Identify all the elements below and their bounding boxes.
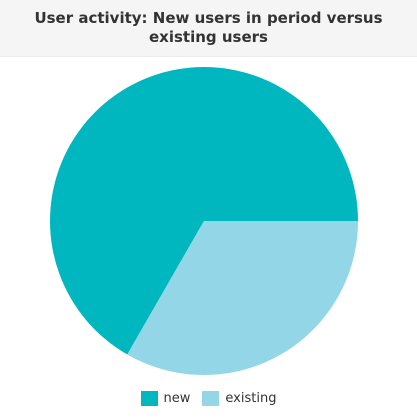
legend-item-new[interactable]: new: [140, 390, 191, 406]
legend-label-new: new: [163, 390, 191, 406]
legend-item-existing[interactable]: existing: [202, 390, 277, 406]
chart-header: User activity: New users in period versu…: [0, 0, 417, 57]
chart-legend: new existing: [0, 387, 417, 409]
legend-label-existing: existing: [225, 390, 277, 406]
legend-swatch-new: [140, 390, 158, 406]
legend-swatch-existing: [202, 390, 220, 406]
chart-title: User activity: New users in period versu…: [34, 9, 383, 46]
pie-slice-new[interactable]: [50, 67, 359, 355]
pie-slice-existing[interactable]: [127, 221, 358, 375]
pie-chart: [50, 67, 359, 375]
